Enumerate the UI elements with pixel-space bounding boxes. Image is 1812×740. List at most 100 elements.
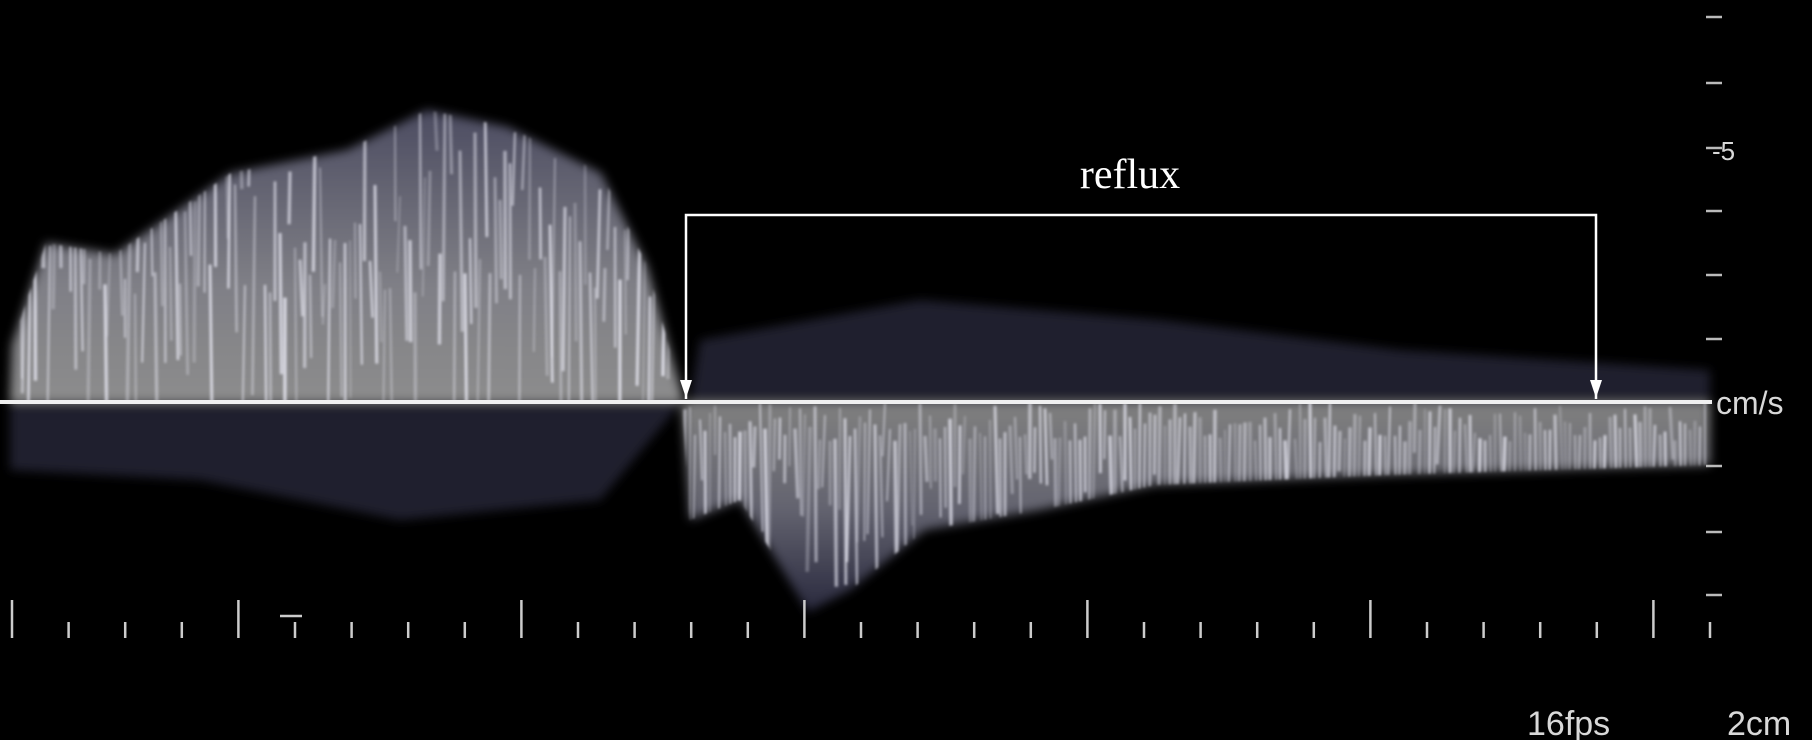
streak	[538, 187, 542, 260]
streak	[119, 237, 124, 316]
streak	[349, 240, 352, 398]
streak	[396, 196, 401, 273]
unit-label: cm/s	[1716, 385, 1784, 421]
streak	[855, 416, 862, 543]
streak	[748, 421, 754, 532]
streak	[241, 285, 246, 402]
streak	[1038, 405, 1042, 484]
streak	[1118, 436, 1125, 501]
streak	[1176, 417, 1182, 492]
streak	[1558, 405, 1564, 481]
streak	[1668, 407, 1675, 460]
reflux-flow	[682, 402, 1710, 612]
arrow-head	[1590, 380, 1602, 398]
streak	[327, 238, 331, 402]
streak	[278, 233, 284, 375]
streak	[86, 258, 92, 402]
streak	[441, 110, 447, 302]
streak	[1233, 423, 1237, 489]
streak	[418, 113, 423, 270]
streak	[843, 418, 848, 585]
streak	[483, 110, 489, 238]
streak	[647, 296, 652, 402]
streak	[1048, 412, 1054, 460]
streak	[1337, 430, 1342, 472]
streak	[798, 408, 803, 516]
streak	[699, 419, 703, 481]
streak	[381, 289, 386, 402]
streak	[573, 202, 578, 342]
streak	[141, 242, 146, 363]
streak	[752, 426, 757, 468]
streak	[551, 158, 556, 358]
streak	[331, 239, 337, 309]
streak	[853, 428, 859, 587]
streak	[106, 252, 111, 337]
streak	[788, 407, 791, 467]
reflux-bracket	[684, 213, 1598, 399]
streak	[1043, 408, 1049, 486]
streak	[528, 118, 532, 260]
streak	[635, 224, 642, 386]
streak	[886, 429, 891, 502]
streak	[863, 422, 866, 542]
streak	[408, 240, 413, 343]
depth: 2cm	[1727, 705, 1791, 740]
streak	[909, 431, 913, 526]
streak	[521, 125, 527, 190]
streak	[311, 137, 317, 272]
streak	[594, 287, 597, 402]
streak	[763, 428, 769, 557]
streak	[233, 184, 238, 333]
streak	[153, 272, 160, 402]
streak	[588, 272, 594, 402]
streak	[1286, 409, 1292, 485]
streak	[993, 405, 1000, 515]
streak	[1463, 424, 1469, 478]
streak	[448, 110, 454, 175]
frame-rate: 16fps	[1527, 705, 1610, 740]
annotation: reflux	[1080, 152, 1180, 198]
streak	[772, 418, 777, 472]
streak	[319, 167, 324, 317]
streak	[833, 438, 839, 587]
streak	[511, 132, 517, 206]
streak	[878, 435, 884, 538]
streak	[379, 271, 383, 343]
streak	[602, 268, 607, 322]
streak	[1153, 414, 1157, 475]
streak	[1412, 402, 1417, 453]
streak	[473, 132, 478, 308]
streak	[896, 424, 902, 564]
streak	[368, 260, 374, 318]
streak	[294, 247, 298, 402]
faint-lower-noise	[10, 402, 682, 520]
streak	[339, 262, 343, 398]
streak	[543, 256, 549, 376]
streak	[939, 438, 942, 518]
streak	[46, 245, 52, 402]
streak	[923, 435, 929, 482]
faint-upper-noise	[690, 300, 1710, 402]
streak	[251, 196, 257, 396]
streak	[359, 223, 363, 365]
streak	[373, 184, 379, 364]
streak	[962, 416, 966, 475]
streak	[958, 425, 962, 504]
streak	[918, 403, 923, 515]
streak	[476, 259, 481, 402]
streak	[103, 284, 109, 402]
streak	[413, 292, 418, 402]
streak	[813, 406, 818, 563]
streak	[498, 199, 503, 280]
streak	[287, 171, 292, 225]
streak	[903, 423, 907, 546]
streak	[641, 253, 646, 402]
streak	[821, 415, 826, 488]
streak	[421, 177, 426, 297]
streak	[1293, 438, 1299, 483]
streak	[805, 426, 812, 572]
streak	[321, 284, 327, 325]
streak	[426, 170, 432, 267]
